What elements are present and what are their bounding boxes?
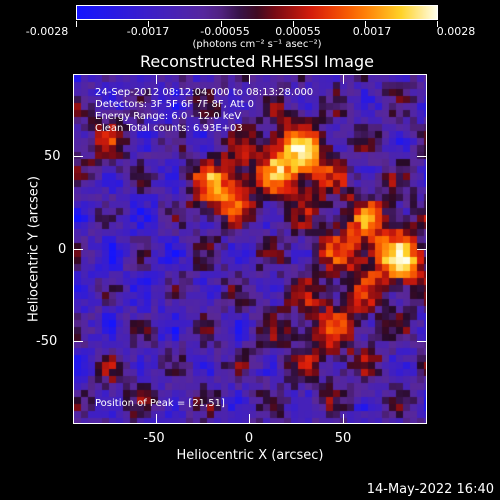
y-axis-tick bbox=[74, 156, 83, 157]
y-axis-tick bbox=[417, 156, 426, 157]
y-axis-tick bbox=[74, 341, 83, 342]
colorbar-tick-label: -0.00055 bbox=[200, 25, 250, 38]
x-axis-tick bbox=[156, 414, 157, 423]
colorbar-tick-label: -0.0017 bbox=[126, 25, 170, 38]
colorbar-units: (photons cm⁻² s⁻¹ asec⁻²) bbox=[192, 39, 322, 50]
colorbar-tick bbox=[76, 21, 77, 27]
x-axis-tick bbox=[343, 414, 344, 423]
colorbar-tick bbox=[293, 21, 294, 27]
y-axis-tick bbox=[74, 249, 83, 250]
colorbar-tick-label: 0.0017 bbox=[352, 25, 392, 38]
timestamp: 14-May-2022 16:40 bbox=[366, 482, 494, 497]
colorbar-tick bbox=[221, 21, 222, 27]
plot-title: Reconstructed RHESSI Image bbox=[140, 52, 374, 71]
colorbar-tick-label: 0.00055 bbox=[275, 25, 321, 38]
x-axis-tick bbox=[343, 75, 344, 84]
y-tick-label: -50 bbox=[36, 334, 58, 349]
y-axis-tick bbox=[417, 249, 426, 250]
y-axis-label: Heliocentric Y (arcsec) bbox=[26, 176, 42, 322]
y-tick-label: 0 bbox=[58, 242, 67, 257]
x-axis-label: Heliocentric X (arcsec) bbox=[176, 448, 324, 463]
info-detectors: Detectors: 3F 5F 6F 7F 8F, Att 0 bbox=[95, 99, 255, 110]
info-time-range: 24-Sep-2012 08:12:04.000 to 08:13:28.000 bbox=[95, 87, 314, 98]
y-axis-tick bbox=[417, 341, 426, 342]
colorbar-tick-label: 0.0028 bbox=[436, 25, 476, 38]
x-tick-label: -50 bbox=[143, 431, 165, 446]
x-tick-label: 50 bbox=[334, 431, 352, 446]
x-axis-tick bbox=[156, 75, 157, 84]
colorbar-tick bbox=[365, 21, 366, 27]
rhessi-image bbox=[74, 75, 426, 423]
x-axis-tick bbox=[249, 75, 250, 84]
colorbar bbox=[76, 5, 438, 20]
colorbar-tick bbox=[148, 21, 149, 27]
x-axis-tick bbox=[249, 414, 250, 423]
image-plot-area bbox=[73, 74, 427, 424]
x-tick-label: 0 bbox=[244, 431, 254, 446]
y-tick-label: 50 bbox=[44, 149, 61, 164]
colorbar-tick bbox=[437, 21, 438, 27]
colorbar-tick-label: -0.0028 bbox=[25, 25, 69, 38]
info-counts: Clean Total counts: 6.93E+03 bbox=[95, 123, 243, 134]
peak-position-label: Position of Peak = [21,51] bbox=[95, 398, 225, 409]
info-energy-range: Energy Range: 6.0 - 12.0 keV bbox=[95, 111, 242, 122]
